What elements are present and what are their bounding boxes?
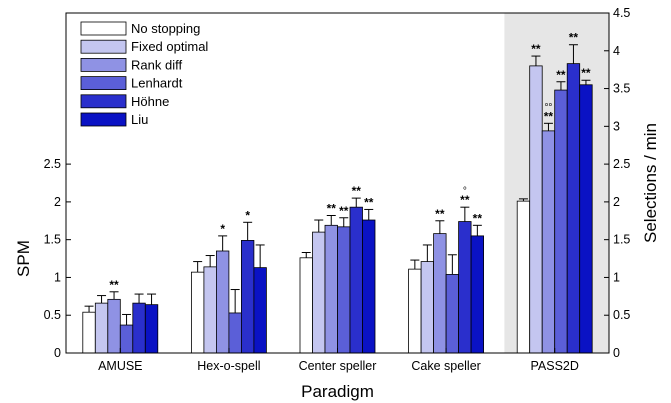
y2-tick-label: 4: [613, 44, 620, 58]
axis-ticks: 0 0.5 1 1.5 2 2.5 0 0.5 1 1.5 2 2.5 3 3.5 4 4.5 AMUSE Hex…: [44, 6, 631, 373]
legend-label-lenhardt: Lenhardt: [131, 76, 183, 91]
legend-label-liu: Liu: [131, 112, 148, 127]
bar-cake-speller-liu: [470, 235, 485, 354]
y2-tick-label: 3.5: [613, 82, 630, 96]
bar-center-speller-fixed-optimal: [312, 231, 326, 354]
significance-label: **: [544, 109, 554, 123]
legend-swatch-lenhardt: [80, 76, 127, 90]
significance-label: **: [531, 42, 541, 56]
significance-circle-label: °: [463, 186, 467, 197]
bar-amuse-lenhardt: [119, 324, 134, 354]
y2-axis-label: Selections / min: [641, 123, 660, 243]
legend-swatch-rank-diff: [80, 58, 127, 72]
bar-cake-speller-h-hne: [458, 221, 472, 354]
bar-cake-speller-fixed-optimal: [420, 261, 435, 354]
bar-center-speller-no-stopping: [299, 257, 313, 354]
bar-pass2d-lenhardt: [554, 89, 568, 354]
bar-center-speller-h-hne: [349, 206, 363, 354]
y-axis-label: SPM: [14, 240, 33, 277]
bar-pass2d-rank-diff: [541, 130, 556, 354]
bar-center-speller-rank-diff: [324, 224, 338, 354]
legend-swatch-h-hne: [80, 94, 127, 109]
significance-label: **: [460, 193, 470, 207]
y2-tick-label: 0.5: [613, 308, 630, 322]
significance-label: **: [339, 204, 349, 218]
bar-amuse-h-hne: [132, 302, 146, 354]
bar-pass2d-liu: [579, 84, 593, 354]
bar-cake-speller-no-stopping: [408, 268, 422, 354]
bar-amuse-rank-diff: [107, 298, 121, 354]
y2-tick-label: 3: [613, 119, 620, 133]
x-tick-label: PASS2D: [530, 359, 578, 373]
legend-label-rank-diff: Rank diff: [131, 57, 182, 72]
legend-label-h-hne: Höhne: [131, 94, 169, 109]
bar-hex-o-spell-rank-diff: [215, 250, 230, 354]
bar-center-speller-lenhardt: [337, 226, 351, 354]
y-tick-label: 0: [54, 346, 61, 360]
y2-tick-label: 4.5: [613, 6, 630, 20]
bar-cake-speller-lenhardt: [445, 274, 460, 354]
bar-hex-o-spell-liu: [253, 267, 267, 354]
bars-layer: ******* ****°°*********°********: [82, 31, 593, 354]
bar-amuse-fixed-optimal: [94, 302, 109, 354]
y2-tick-label: 2: [613, 195, 620, 209]
x-tick-label: AMUSE: [98, 359, 142, 373]
x-tick-label: Center speller: [299, 359, 377, 373]
legend-label-fixed-optimal: Fixed optimal: [131, 39, 208, 54]
significance-label: **: [109, 278, 119, 292]
y-tick-label: 0.5: [44, 308, 61, 322]
significance-circle-label: °°: [544, 102, 552, 113]
legend-swatch-no-stopping: [80, 21, 127, 36]
bar-cake-speller-rank-diff: [433, 233, 447, 354]
significance-label: **: [435, 207, 445, 221]
bar-hex-o-spell-h-hne: [240, 240, 255, 354]
y2-tick-label: 1.5: [613, 233, 630, 247]
significance-label: **: [556, 68, 566, 82]
bar-center-speller-liu: [362, 219, 376, 354]
significance-label: **: [364, 195, 374, 209]
x-tick-label: Hex-o-spell: [197, 359, 260, 373]
significance-label: *: [245, 208, 250, 222]
legend: No stopping Fixed optimal Rank diff Lenhard…: [80, 21, 208, 127]
bar-pass2d-no-stopping: [516, 200, 531, 354]
y2-tick-label: 0: [613, 346, 620, 360]
bar-amuse-liu: [144, 304, 159, 354]
significance-label: **: [581, 66, 591, 80]
x-axis-label: Paradigm: [301, 382, 374, 401]
legend-swatch-fixed-optimal: [80, 39, 127, 54]
legend-label-no-stopping: No stopping: [131, 21, 200, 36]
x-tick-label: Cake speller: [411, 359, 480, 373]
bar-hex-o-spell-no-stopping: [190, 271, 205, 354]
bar-amuse-no-stopping: [82, 311, 96, 354]
significance-label: **: [327, 201, 337, 215]
y-tick-label: 2: [54, 195, 61, 209]
significance-label: **: [473, 211, 483, 225]
y2-tick-label: 1: [613, 270, 620, 284]
significance-label: **: [352, 184, 362, 198]
legend-swatch-liu: [80, 112, 127, 127]
y2-tick-label: 2.5: [613, 157, 630, 171]
bar-hex-o-spell-fixed-optimal: [203, 266, 217, 354]
bar-pass2d-fixed-optimal: [529, 65, 543, 354]
significance-label: *: [220, 222, 225, 236]
y-tick-label: 1.5: [44, 233, 61, 247]
y-tick-label: 2.5: [44, 157, 61, 171]
significance-label: **: [569, 31, 579, 45]
bar-pass2d-h-hne: [566, 63, 581, 354]
bar-hex-o-spell-lenhardt: [228, 312, 242, 354]
y-tick-label: 1: [54, 270, 61, 284]
